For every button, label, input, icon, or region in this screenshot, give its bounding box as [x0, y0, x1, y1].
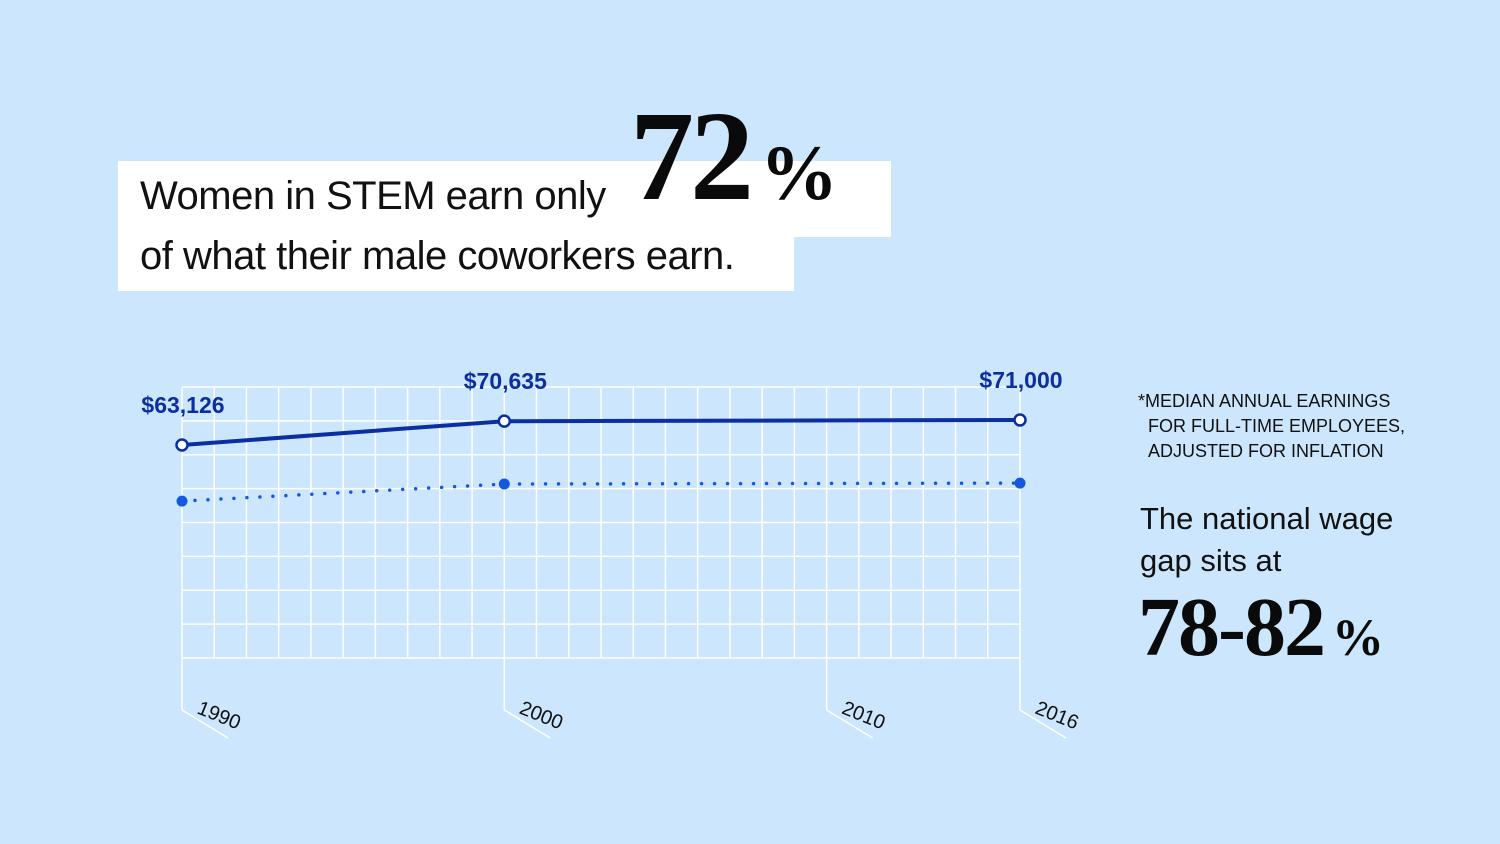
national-gap-symbol: % [1331, 610, 1384, 667]
headline-line-1: Women in STEM earn only [140, 174, 606, 218]
headline-stat-symbol: % [760, 129, 838, 216]
headline-stat-value: 72 [630, 85, 754, 227]
headline-highlight-box-2 [118, 236, 794, 291]
footnote-line-3: ADJUSTED FOR INFLATION [1148, 441, 1384, 461]
x-tick-diagonal [503, 709, 551, 739]
data-label: $63,126 [141, 392, 224, 418]
footnote-line-2: FOR FULL-TIME EMPLOYEES, [1148, 416, 1406, 436]
headline-highlight-box [118, 161, 891, 237]
x-tick-label: 1990 [194, 697, 244, 734]
data-point-dotted [498, 478, 510, 490]
data-point-dotted [1014, 477, 1026, 489]
x-tick-label: 2010 [839, 697, 889, 734]
headline-stat: 72% [630, 92, 838, 220]
headline-line-2: of what their male coworkers earn. [140, 234, 735, 278]
data-point-dotted [176, 495, 188, 507]
chart-footnote: *MEDIAN ANNUAL EARNINGS FOR FULL-TIME EM… [1138, 389, 1405, 464]
data-label: $71,000 [979, 367, 1062, 393]
national-gap-stat: 78-82% [1138, 586, 1384, 670]
x-tick-label: 2000 [516, 697, 566, 734]
data-point-solid [175, 438, 189, 452]
x-tick-diagonal [826, 709, 874, 739]
x-tick-diagonal [1019, 709, 1067, 739]
data-point-solid [497, 414, 512, 428]
national-gap-line-2: gap sits at [1140, 543, 1282, 578]
data-label: $70,635 [464, 368, 547, 394]
national-gap-text: The national wage gap sits at [1140, 498, 1393, 582]
national-gap-line-1: The national wage [1140, 501, 1394, 536]
national-gap-value: 78-82 [1138, 581, 1326, 674]
footnote-line-1: *MEDIAN ANNUAL EARNINGS [1138, 391, 1391, 411]
x-tick-label: 2016 [1032, 697, 1082, 734]
data-point-solid [1013, 413, 1027, 427]
x-tick-diagonal [181, 709, 229, 739]
